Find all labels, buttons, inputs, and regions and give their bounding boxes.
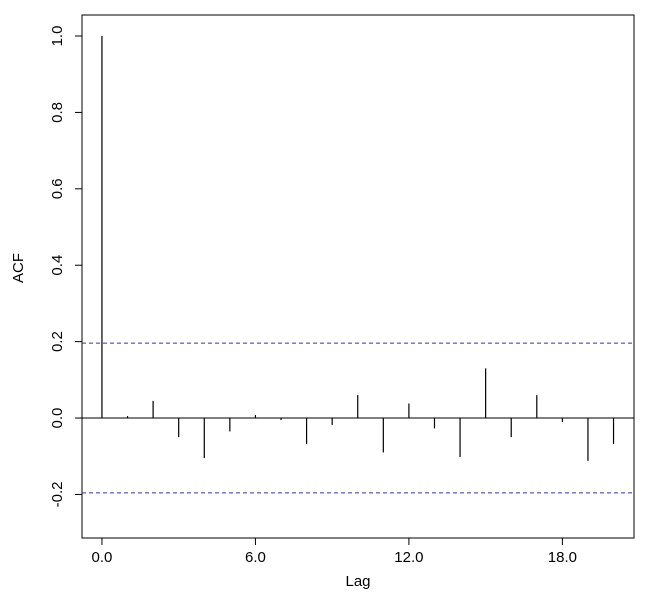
y-axis-label: ACF	[10, 253, 27, 283]
y-tick-label: 0.6	[49, 178, 66, 199]
x-tick-label: 0.0	[92, 549, 113, 566]
x-tick-label: 6.0	[245, 549, 266, 566]
y-tick-label: 0.4	[49, 255, 66, 276]
x-axis-label: Lag	[345, 573, 370, 590]
y-tick-label: 0.8	[49, 102, 66, 123]
y-tick-label: 1.0	[49, 26, 66, 47]
plot-box	[81, 14, 635, 539]
y-tick-label: 0.0	[49, 408, 66, 429]
y-tick-label: 0.2	[49, 331, 66, 352]
x-tick-label: 12.0	[394, 549, 423, 566]
x-tick-label: 18.0	[548, 549, 577, 566]
y-tick-label: -0.2	[49, 482, 66, 508]
